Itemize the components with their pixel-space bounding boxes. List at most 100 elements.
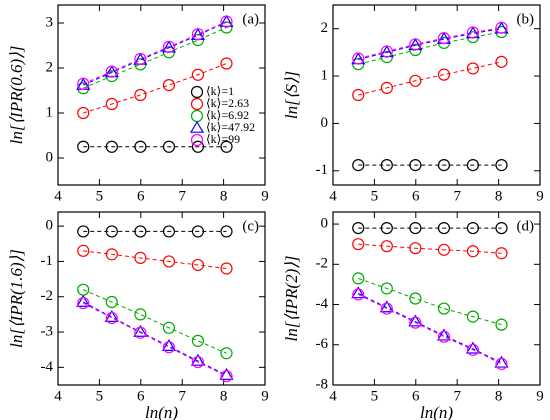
marker [191, 355, 205, 369]
marker [352, 52, 365, 65]
marker [190, 109, 204, 123]
marker [76, 294, 91, 307]
x-tick-label: 4 [329, 188, 337, 204]
panel: 4 5 6 7 8 9 -1 0 1 2 ln[⟨S⟩] (b) [282, 4, 544, 204]
y-tick-label: 0 [321, 115, 329, 131]
marker [409, 38, 422, 51]
marker [495, 21, 508, 34]
marker [220, 57, 233, 70]
x-tick-label: 8 [495, 388, 503, 404]
series-line [358, 293, 502, 364]
marker [162, 40, 176, 53]
x-tick-label: 7 [453, 188, 461, 204]
marker [77, 225, 90, 238]
marker [352, 221, 365, 235]
y-tick-label: 1 [46, 104, 54, 120]
marker [191, 225, 205, 238]
marker [134, 52, 147, 66]
x-tick-label: 6 [137, 188, 145, 204]
x-tick-label: 5 [371, 388, 379, 404]
x-tick-label: 6 [137, 388, 145, 404]
y-tick-label: 2 [46, 59, 54, 75]
marker [466, 159, 480, 172]
marker [380, 282, 393, 295]
marker [352, 238, 365, 251]
marker [437, 330, 451, 343]
marker [352, 88, 365, 102]
x-tick-label: 7 [178, 388, 186, 404]
y-tick-label: -4 [41, 359, 54, 375]
legend: ⟨k⟩=1⟨k⟩=2.63⟨k⟩=6.92⟨k⟩=47.92⟨k⟩=99 [189, 84, 255, 147]
marker [191, 258, 205, 272]
marker [190, 85, 204, 99]
marker [105, 65, 118, 78]
y-tick-label: -1 [41, 253, 54, 269]
marker [220, 140, 233, 153]
marker [466, 26, 480, 39]
series-line [358, 31, 502, 65]
marker [437, 32, 451, 45]
marker [77, 140, 90, 153]
series-line [83, 63, 227, 114]
y-tick-label: -8 [316, 376, 329, 392]
legend-label: ⟨k⟩=1 [206, 84, 234, 98]
marker [162, 341, 176, 354]
series-line [83, 21, 227, 85]
marker [162, 140, 176, 153]
marker [466, 245, 480, 258]
y-axis-label: ln[⟨S⟩] [282, 71, 301, 119]
y-axis-label: ln[⟨IPR(0.6)⟩] [7, 46, 26, 145]
plot-frame [57, 211, 266, 386]
x-tick-label: 8 [220, 188, 228, 204]
marker [380, 240, 393, 253]
series-line [83, 301, 227, 376]
marker [351, 286, 366, 299]
marker [437, 159, 451, 172]
marker [189, 120, 205, 133]
marker [191, 334, 205, 347]
series-line [83, 250, 227, 269]
marker [466, 221, 480, 235]
marker [219, 14, 234, 27]
marker [380, 159, 393, 172]
x-tick-label: 8 [495, 188, 503, 204]
marker [437, 243, 451, 256]
series-line [358, 27, 502, 60]
marker [409, 159, 422, 172]
y-tick-label: -3 [41, 323, 54, 339]
marker [220, 225, 233, 238]
panel-label: (d) [517, 218, 535, 234]
plot-frame [57, 4, 266, 186]
x-tick-label: 9 [261, 188, 269, 204]
marker [409, 74, 422, 87]
x-tick-label: 5 [96, 188, 104, 204]
marker [77, 296, 90, 310]
x-tick-label: 9 [536, 188, 544, 204]
legend-label: ⟨k⟩=99 [206, 132, 240, 146]
plot-frame [332, 4, 541, 186]
marker [105, 140, 118, 153]
x-tick-label: 4 [329, 388, 337, 404]
y-tick-label: 2 [321, 20, 329, 36]
x-tick-label: 5 [96, 388, 104, 404]
panel: 4 5 6 7 8 9 -4 -3 -2 -1 0 ln[⟨IPR(1.6)⟩] ln(n) (c) [7, 211, 269, 420]
legend-label: ⟨k⟩=6.92 [206, 108, 249, 122]
marker [191, 33, 205, 47]
y-tick-label: 0 [321, 216, 329, 232]
panel-label: (b) [517, 11, 535, 27]
y-tick-label: -4 [316, 296, 329, 312]
panel: 4 5 6 7 8 9 0 1 2 3 ln[⟨IPR(0.6)⟩] (a) ⟨k⟩=1⟨k⟩=2.63… [7, 4, 269, 204]
marker [105, 248, 118, 261]
x-tick-label: 9 [261, 388, 269, 404]
y-tick-label: 0 [46, 218, 54, 234]
x-tick-label: 4 [54, 188, 62, 204]
marker [162, 225, 176, 238]
series-line [83, 289, 227, 354]
marker [77, 77, 90, 90]
marker [495, 159, 508, 172]
marker [409, 292, 422, 305]
series-line [358, 277, 502, 326]
marker [409, 316, 422, 329]
panel-label: (c) [242, 218, 259, 234]
